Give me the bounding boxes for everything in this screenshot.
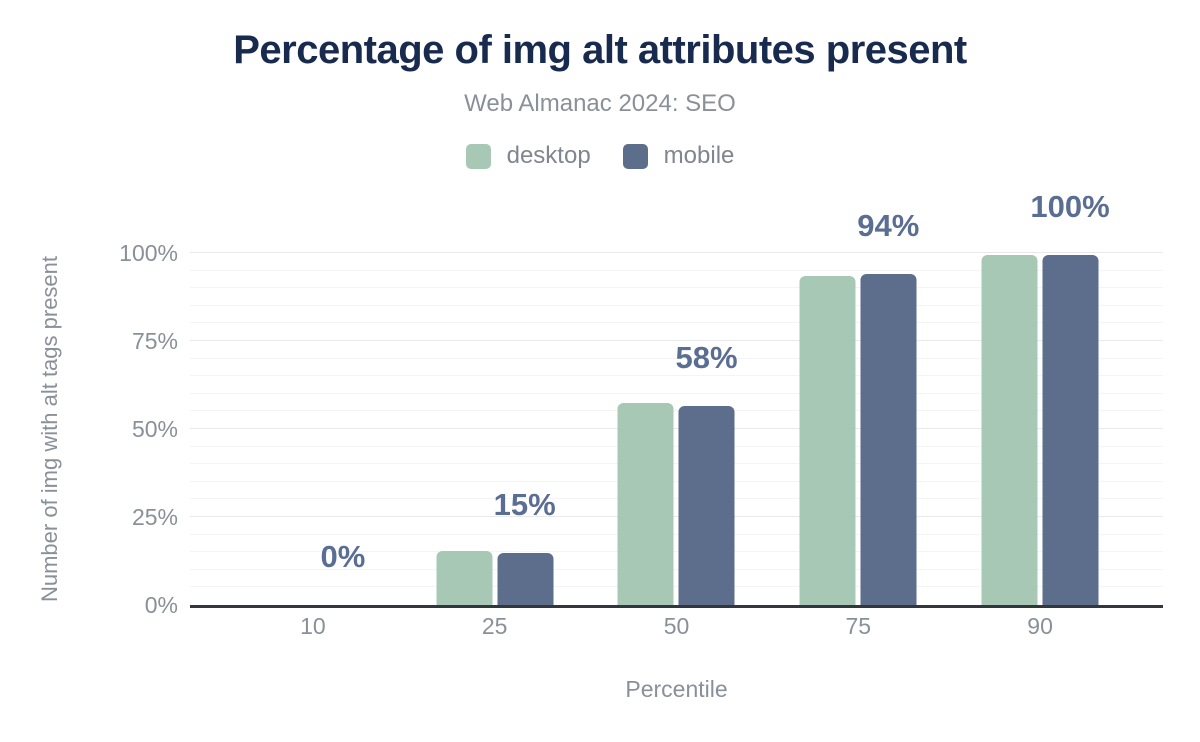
bar-pair <box>981 253 1099 605</box>
gridline-55 <box>190 410 1163 412</box>
x-axis-line <box>190 605 1163 608</box>
data-label-p10: 0% <box>320 539 366 574</box>
gridline-5 <box>190 586 1163 588</box>
x-tick-50: 50 <box>663 613 690 639</box>
mobile-swatch-icon <box>622 143 648 169</box>
gridline-80 <box>190 322 1163 324</box>
x-tick-10: 10 <box>300 613 326 639</box>
data-label-p90: 100% <box>1030 189 1110 225</box>
gridline-35 <box>190 480 1163 482</box>
y-tick-50: 50% <box>131 416 178 442</box>
gridline-25 <box>190 516 1163 517</box>
legend-item-mobile: mobile <box>622 142 735 170</box>
chart-subtitle: Web Almanac 2024: SEO <box>464 90 736 117</box>
mobile-bar-p25 <box>497 553 554 605</box>
gridline-70 <box>190 357 1163 359</box>
y-axis-ticks: 0% 25% 50% 75% 100% <box>60 240 178 618</box>
gridline-95 <box>190 269 1163 271</box>
desktop-bar-p25 <box>436 551 493 605</box>
x-axis-ticks: 10 25 50 75 90 <box>190 613 1163 640</box>
gridline-100 <box>190 252 1163 253</box>
gridline-85 <box>190 304 1163 306</box>
chart-title: Percentage of img alt attributes present <box>233 28 967 72</box>
bar-group-p10: 0% <box>222 253 404 605</box>
gridline-20 <box>190 533 1163 535</box>
y-tick-100: 100% <box>119 240 178 266</box>
x-tick-25: 25 <box>481 613 508 639</box>
bar-groups: 0% 15% 58% 94% 100% <box>190 189 1163 605</box>
y-tick-0: 0% <box>144 592 178 618</box>
gridline-90 <box>190 287 1163 289</box>
gridline-60 <box>190 392 1163 394</box>
gridline-50 <box>190 428 1163 429</box>
gridline-30 <box>190 498 1163 500</box>
y-tick-25: 25% <box>131 504 178 530</box>
bar-group-p25: 15% <box>404 253 586 605</box>
x-tick-75: 75 <box>845 613 872 639</box>
data-label-p75: 94% <box>857 208 920 244</box>
legend-item-desktop: desktop <box>465 142 591 170</box>
gridline-45 <box>190 445 1163 447</box>
desktop-swatch-icon <box>465 143 491 169</box>
plot-area: 0% 15% 58% 94% 100% <box>190 189 1163 608</box>
legend-label-desktop: desktop <box>506 142 591 169</box>
legend: desktop mobile <box>0 142 1200 170</box>
mobile-bar-p50 <box>678 405 735 605</box>
bar-pair <box>617 253 735 605</box>
bar-group-p90: 100% <box>949 189 1131 605</box>
desktop-bar-p50 <box>617 402 674 605</box>
desktop-bar-p90 <box>981 254 1038 605</box>
legend-label-mobile: mobile <box>663 142 735 169</box>
data-label-p25: 15% <box>493 487 556 523</box>
mobile-bar-p90 <box>1042 255 1099 605</box>
gridline-40 <box>190 463 1163 465</box>
gridline-15 <box>190 551 1163 553</box>
bar-pair <box>799 253 917 605</box>
bar-group-p75: 94% <box>767 208 949 605</box>
bar-pair <box>436 253 554 605</box>
gridline-75 <box>190 340 1163 341</box>
mobile-bar-p75 <box>860 274 917 605</box>
x-axis-title: Percentile <box>625 676 728 702</box>
y-tick-75: 75% <box>131 328 178 354</box>
gridline-10 <box>190 568 1163 570</box>
x-tick-90: 90 <box>1027 613 1053 639</box>
desktop-bar-p75 <box>799 275 856 605</box>
data-label-p50: 58% <box>675 339 738 375</box>
bar-group-p50: 58% <box>586 253 768 605</box>
gridline-65 <box>190 375 1163 377</box>
